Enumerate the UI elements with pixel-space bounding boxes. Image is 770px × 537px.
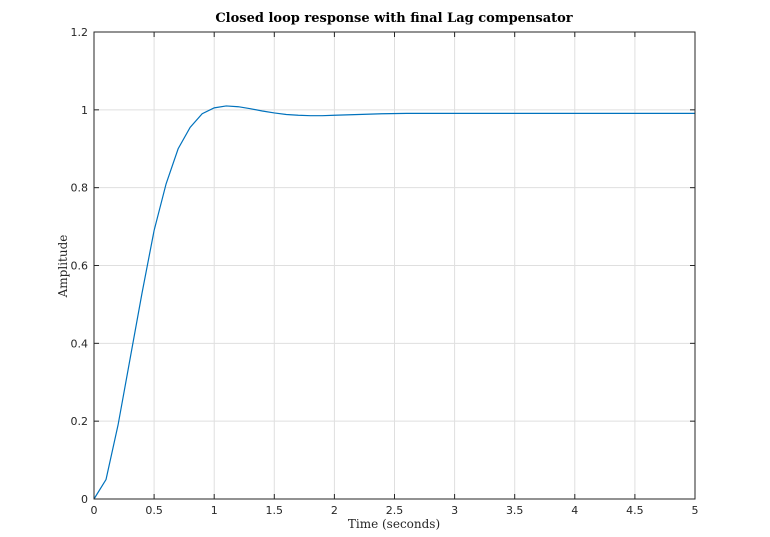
y-axis-label: Amplitude xyxy=(56,235,70,299)
y-tick-label: 1 xyxy=(81,104,88,117)
x-tick-label: 2.5 xyxy=(386,504,404,517)
x-tick-label: 4 xyxy=(571,504,578,517)
grid-layer xyxy=(94,32,695,499)
x-tick-label: 2 xyxy=(331,504,338,517)
response-line xyxy=(93,105,695,500)
x-tick-label: 0 xyxy=(91,504,98,517)
x-tick-label: 4.5 xyxy=(626,504,644,517)
y-tick-label: 0.6 xyxy=(71,260,89,273)
y-tick-label: 0.4 xyxy=(71,337,89,350)
x-axis-label: Time (seconds) xyxy=(348,517,440,531)
y-tick-label: 0 xyxy=(81,493,88,506)
x-tick-label: 0.5 xyxy=(145,504,163,517)
x-tick-label: 1.5 xyxy=(266,504,284,517)
x-tick-label: 3 xyxy=(451,504,458,517)
x-tick-label: 1 xyxy=(211,504,218,517)
y-tick-label: 0.8 xyxy=(71,182,89,195)
tick-layer: 0 0.5 1 1.5 2 2.5 3 3.5 4 4.5 5 0 0.2 0.4 0.6 0.8 1 1.2 xyxy=(71,26,699,517)
y-tick-label: 0.2 xyxy=(71,415,89,428)
series-layer xyxy=(93,105,695,500)
y-tick-label: 1.2 xyxy=(71,26,89,39)
x-tick-label: 5 xyxy=(692,504,699,517)
x-tick-label: 3.5 xyxy=(506,504,524,517)
chart-title: Closed loop response with final Lag comp… xyxy=(215,11,572,26)
